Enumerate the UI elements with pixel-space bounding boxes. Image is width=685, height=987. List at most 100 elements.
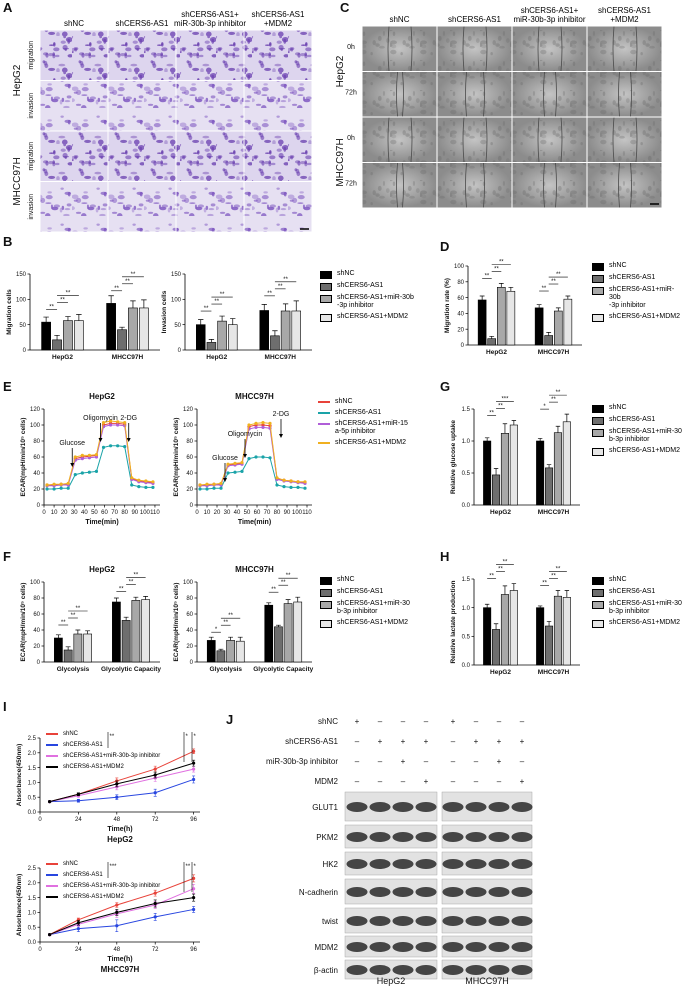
bar [545,467,554,506]
blot-band [346,802,368,812]
legend-entry: shCERS6-AS1+MDM2 [320,619,410,628]
x-tick-label: MHCC97H [538,669,570,676]
condition-mark: + [424,737,429,746]
y-tick-label: 100 [30,423,41,429]
legend-entry: shNC [592,404,682,413]
point [73,473,77,477]
micrograph-speck [512,26,587,71]
blot-band [511,859,533,869]
x-tick-label: 20 [214,510,221,516]
significance-label: ** [204,306,209,312]
y-tick-label: 0 [37,503,41,509]
micrograph [244,182,312,232]
blot-band [442,916,464,926]
line [47,424,153,487]
legend-label: shCERS6-AS1+miR-30b -3p inhibitor [609,286,675,309]
legend-swatch [592,287,604,295]
x-tick-label: 72 [152,947,159,953]
legend-swatch [46,733,58,735]
legend-swatch [320,577,332,585]
point [153,791,157,795]
error-bar [484,603,490,608]
legend-entry: shCERS6-AS1+MDM2 [592,619,682,628]
y-tick-label: 1.5 [462,577,471,583]
blot-band [346,965,368,975]
legend-swatch [592,417,604,425]
point [233,461,237,465]
scratch-edge [537,26,540,72]
error-bar [272,330,278,336]
bar [483,440,492,506]
panel-label: E [3,379,12,394]
blot-band [415,965,437,975]
x-axis-label: Time(min) [238,519,271,526]
x-tick-label: 24 [75,947,82,953]
point [137,478,141,482]
legend-label: shCERS6-AS1+MDM2 [609,313,680,320]
legend-label: shCERS6-AS1 [609,416,656,423]
error-bar [133,596,139,601]
bar [509,424,518,506]
y-tick-label: 50 [19,323,26,329]
annotation: 2-DG [120,415,137,422]
point [80,457,84,461]
x-tick-label: MHCC97H [265,354,297,361]
significance-label: ** [114,286,119,292]
legend-entry: shNC [320,270,414,279]
condition-label: miR-30b-3p inhibitor [266,757,338,766]
column-header: shCERS6-AS1+ miR-30b-3p inhibitor [513,6,586,24]
blot-band [465,832,487,842]
x-tick-label: 30 [71,510,78,516]
column-header: shCERS6-AS1 +MDM2 [251,10,305,28]
blot-band [392,965,414,975]
blot-band [415,942,437,952]
y-axis-label: Absorbance(450nm) [16,744,23,807]
significance-label: *** [110,864,118,870]
significance-label: ** [489,574,494,580]
condition-mark: + [401,757,406,766]
blot-band [465,859,487,869]
scratch-edge [483,71,485,117]
legend-label: shCERS6-AS1+MDM2 [63,894,124,900]
y-tick-label: 100 [183,423,194,429]
blot-band [511,942,533,952]
bar [63,649,73,663]
blot-band [488,942,510,952]
row-label: invasion [28,194,35,220]
scratch-edge [462,26,465,72]
significance-label: ** [278,284,283,290]
y-tick-label: 0.5 [462,471,471,477]
legend-entry: shCERS6-AS1+miR-30b -3p inhibitor [592,286,685,310]
y-tick-label: 40 [186,628,193,634]
micrograph-speck [512,117,587,162]
error-bar [555,307,561,312]
y-axis-label: Relative glucose uptake [450,420,457,494]
x-tick-label: 0 [42,510,46,516]
significance-label: ** [556,272,561,278]
micrograph [176,81,244,131]
point [192,876,196,880]
protein-label: twist [322,917,339,926]
legend-swatch [592,601,604,609]
row-label: 72h [345,89,357,96]
x-tick-label: HepG2 [486,349,507,356]
point [240,469,244,473]
y-tick-label: 1.0 [28,911,37,917]
legend-entry: shCERS6-AS1+MDM2 [320,313,414,322]
legend: shNC shCERS6-AS1 shCERS6-AS1+miR-30b-3p in… [46,860,160,904]
condition-label: shCERS6-AS1 [285,737,338,746]
legend-swatch [318,401,330,403]
column-header: shCERS6-AS1 [448,15,501,24]
y-tick-label: 60 [33,612,40,618]
condition-mark: – [474,717,479,726]
blot-band [392,802,414,812]
scratch-edge [387,117,390,163]
bar [63,320,73,351]
scratch-edge [537,117,540,163]
significance-label: ** [494,266,499,272]
condition-mark: – [520,717,525,726]
legend-label: shCERS6-AS1 [335,409,382,416]
legend-label: shCERS6-AS1+MDM2 [337,313,408,320]
legend-swatch [592,405,604,413]
y-tick-label: 1.0 [462,439,471,445]
